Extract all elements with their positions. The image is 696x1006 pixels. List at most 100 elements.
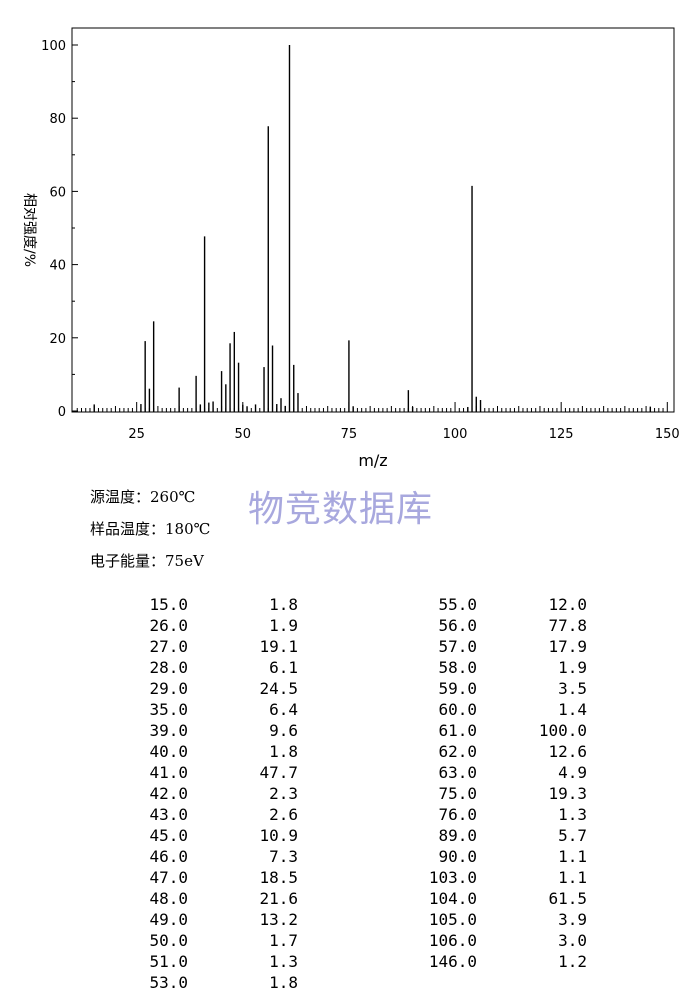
peak-mz: 76.0 [438, 805, 477, 824]
condition-label: 电子能量： [90, 552, 166, 570]
peak-mz: 55.0 [438, 595, 477, 614]
peak-mz: 105.0 [428, 910, 477, 929]
peak-mz: 45.0 [149, 826, 188, 845]
x-axis-ticks: 25 50 75 100 125 150 [128, 402, 680, 442]
peak-intensity: 6.4 [269, 700, 298, 719]
peak-mz: 29.0 [149, 679, 188, 698]
peak-intensity: 1.9 [269, 616, 298, 635]
condition-sample-temperature: 样品温度：180℃ [90, 518, 210, 539]
x-tick-label: 25 [128, 427, 145, 442]
peak-intensity: 1.3 [269, 952, 298, 971]
peak-intensity: 24.5 [259, 679, 298, 698]
y-tick-label: 0 [58, 405, 66, 420]
peak-mz: 75.0 [438, 784, 477, 803]
peak-mz: 58.0 [438, 658, 477, 677]
peak-intensity: 19.3 [548, 784, 587, 803]
spectrum-peaks [93, 45, 652, 412]
peak-mz: 49.0 [149, 910, 188, 929]
peak-mz: 63.0 [438, 763, 477, 782]
condition-label: 样品温度： [90, 520, 166, 538]
peak-intensity: 6.1 [269, 658, 298, 677]
peak-mz: 57.0 [438, 637, 477, 656]
peak-mz: 27.0 [149, 637, 188, 656]
condition-label: 源温度： [90, 488, 151, 506]
y-tick-label: 60 [49, 185, 66, 200]
peak-mz: 26.0 [149, 616, 188, 635]
peak-intensity: 9.6 [269, 721, 298, 740]
plot-frame [71, 27, 675, 413]
condition-value: 75eV [165, 552, 204, 570]
peak-mz: 48.0 [149, 889, 188, 908]
condition-value: 180℃ [165, 520, 211, 538]
x-tick-label: 100 [443, 427, 468, 442]
peak-mz: 146.0 [428, 952, 477, 971]
peak-intensity: 2.6 [269, 805, 298, 824]
peak-intensity: 1.9 [558, 658, 587, 677]
peak-intensity: 21.6 [259, 889, 298, 908]
peak-mz: 50.0 [149, 931, 188, 950]
peak-intensity: 18.5 [259, 868, 298, 887]
peak-intensity: 1.2 [558, 952, 587, 971]
peak-intensity: 1.8 [269, 595, 298, 614]
peak-intensity: 1.3 [558, 805, 587, 824]
peak-intensity: 1.8 [269, 742, 298, 761]
peak-mz: 40.0 [149, 742, 188, 761]
peak-intensity: 1.7 [269, 931, 298, 950]
peak-intensity: 2.3 [269, 784, 298, 803]
peak-mz: 104.0 [428, 889, 477, 908]
peak-mz: 60.0 [438, 700, 477, 719]
peak-mz: 59.0 [438, 679, 477, 698]
peak-intensity: 3.9 [558, 910, 587, 929]
peak-intensity: 10.9 [259, 826, 298, 845]
peak-intensity: 47.7 [259, 763, 298, 782]
x-axis-label: m/z [358, 451, 387, 470]
y-tick-label: 100 [41, 39, 66, 54]
y-tick-label: 20 [49, 332, 66, 347]
peak-intensity: 1.1 [558, 868, 587, 887]
peak-intensity: 100.0 [538, 721, 587, 740]
y-axis-label: 相对强度/% [21, 193, 37, 267]
x-tick-label: 75 [341, 427, 358, 442]
peak-intensity: 1.8 [269, 973, 298, 992]
peak-mz: 39.0 [149, 721, 188, 740]
peak-mz: 56.0 [438, 616, 477, 635]
y-tick-label: 40 [49, 259, 66, 274]
condition-value: 260℃ [150, 488, 196, 506]
peak-intensity: 13.2 [259, 910, 298, 929]
peak-mz: 43.0 [149, 805, 188, 824]
peak-intensity: 12.6 [548, 742, 587, 761]
condition-electron-energy: 电子能量：75eV [90, 550, 204, 571]
x-minor-ticks [76, 406, 664, 412]
y-axis-ticks: 0 20 40 60 80 100 [41, 39, 78, 420]
peak-mz: 61.0 [438, 721, 477, 740]
peak-mz: 62.0 [438, 742, 477, 761]
peak-intensity: 4.9 [558, 763, 587, 782]
peak-mz: 51.0 [149, 952, 188, 971]
peak-mz: 47.0 [149, 868, 188, 887]
peak-intensity: 5.7 [558, 826, 587, 845]
peak-intensity: 19.1 [259, 637, 298, 656]
watermark: 物竞数据库 [248, 489, 434, 530]
peak-mz: 15.0 [149, 595, 188, 614]
peak-intensity: 61.5 [548, 889, 587, 908]
peak-intensity: 7.3 [269, 847, 298, 866]
condition-source-temperature: 源温度：260℃ [90, 486, 195, 507]
peak-mz: 89.0 [438, 826, 477, 845]
y-tick-label: 80 [49, 112, 66, 127]
mass-spectrum-chart: 25 50 75 100 125 150 0 20 40 60 80 100 m/z 相对强度/% [21, 27, 680, 470]
peak-intensity: 77.8 [548, 616, 587, 635]
peak-intensity: 1.4 [558, 700, 587, 719]
peak-mz: 41.0 [149, 763, 188, 782]
peak-mz: 103.0 [428, 868, 477, 887]
peak-mz: 42.0 [149, 784, 188, 803]
peak-intensity: 1.1 [558, 847, 587, 866]
x-tick-label: 150 [655, 427, 680, 442]
peak-intensity: 3.0 [558, 931, 587, 950]
peak-intensity: 17.9 [548, 637, 587, 656]
peak-mz: 35.0 [149, 700, 188, 719]
peak-intensity: 12.0 [548, 595, 587, 614]
peak-mz: 53.0 [149, 973, 188, 992]
x-tick-label: 50 [235, 427, 252, 442]
peak-mz: 106.0 [428, 931, 477, 950]
x-tick-label: 125 [549, 427, 574, 442]
